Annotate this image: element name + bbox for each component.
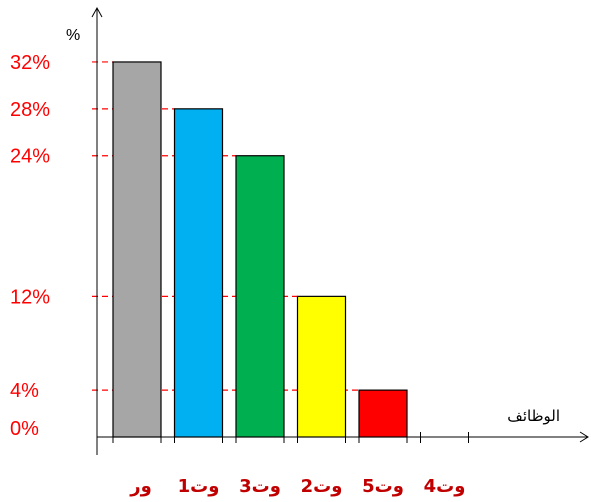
bar	[296, 295, 347, 438]
category-label: ور	[129, 476, 152, 497]
category-label: وت5	[362, 476, 404, 497]
category-label: وت1	[178, 476, 220, 497]
y-axis-label: %	[66, 27, 80, 44]
category-labels: ور وت1 وت3 وت2 وت5 وت4	[129, 476, 465, 497]
x-ticks	[112, 432, 469, 443]
axes	[91, 6, 589, 455]
bar	[173, 108, 224, 438]
y-tick-label: 32%	[10, 52, 50, 74]
y-tick-label: 0%	[10, 418, 39, 440]
bars	[112, 61, 408, 438]
x-axis-label: الوظائف	[507, 407, 560, 425]
y-tick-label: 4%	[10, 380, 39, 402]
category-label: وت3	[239, 476, 281, 497]
y-axis-arrow	[91, 6, 103, 18]
y-tick-labels: 0% 4% 12% 24% 28% 32%	[10, 52, 50, 440]
bar	[235, 155, 285, 438]
y-tick-label: 12%	[10, 286, 50, 308]
category-label: وت2	[301, 476, 343, 497]
bar	[358, 389, 408, 438]
y-tick-label: 28%	[10, 99, 50, 121]
bar	[112, 61, 162, 438]
x-axis-arrow	[579, 431, 589, 443]
y-tick-label: 24%	[10, 146, 50, 168]
category-label: وت4	[424, 476, 466, 497]
